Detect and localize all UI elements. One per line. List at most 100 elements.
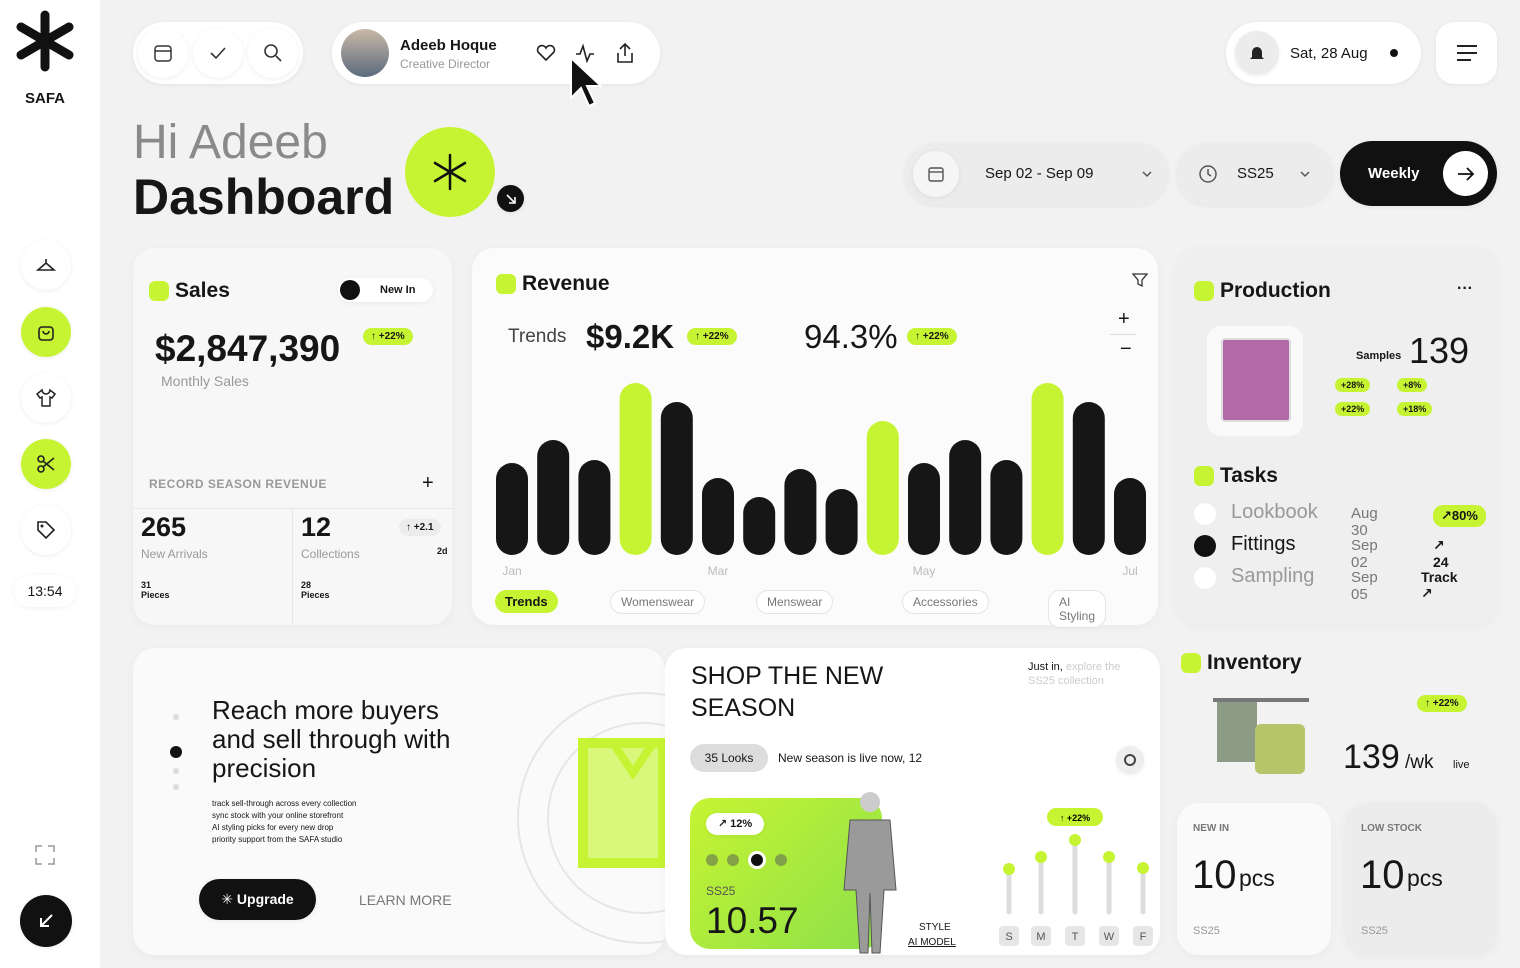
decoration xyxy=(496,274,516,294)
bullet: priority support from the SAFA studio xyxy=(212,835,343,844)
decoration xyxy=(505,193,516,204)
decoration xyxy=(578,738,665,868)
task-status: ↗ 24 xyxy=(1433,537,1449,570)
decoration xyxy=(1207,169,1212,177)
decoration xyxy=(517,692,665,944)
decoration xyxy=(928,167,944,182)
calendar-button[interactable] xyxy=(138,28,188,78)
decoration xyxy=(275,55,282,62)
decoration xyxy=(35,388,57,407)
tab[interactable]: Accessories xyxy=(902,590,989,614)
task-check[interactable] xyxy=(1194,567,1216,589)
card-change: ↗ 12% xyxy=(706,813,764,835)
task-status: Track ↗ xyxy=(1421,569,1458,601)
zoom-out[interactable]: − xyxy=(1120,338,1132,360)
card-title: Sales xyxy=(149,279,230,303)
upgrade-button[interactable]: ✳ Upgrade xyxy=(199,879,316,920)
tab[interactable]: Menswear xyxy=(756,590,834,614)
page-title: Dashboard xyxy=(133,169,395,225)
decoration xyxy=(1457,166,1474,181)
decoration xyxy=(1250,47,1264,60)
settings-button[interactable] xyxy=(1116,746,1144,774)
decoration xyxy=(37,521,56,540)
stat-extra: 2d xyxy=(437,546,448,556)
nav-bag[interactable] xyxy=(21,307,71,357)
expand-icon[interactable] xyxy=(35,845,55,865)
decoration xyxy=(1255,724,1305,774)
tab[interactable]: AI Styling xyxy=(1048,590,1107,628)
decoration xyxy=(1124,754,1136,766)
tag: +28% xyxy=(1335,378,1371,392)
stat-sub: 31 Pieces xyxy=(141,580,170,600)
bell-button[interactable] xyxy=(1235,31,1279,75)
stat-label: Collections xyxy=(301,547,360,561)
zoom-in[interactable]: + xyxy=(1118,308,1130,330)
sales-card: Sales New In $2,847,390 ↑ +22% Monthly S… xyxy=(133,248,452,625)
decoration xyxy=(505,193,516,204)
swatch xyxy=(706,854,718,866)
add-button[interactable]: + xyxy=(422,472,434,494)
decoration xyxy=(38,326,54,341)
decoration xyxy=(16,10,74,72)
section-label: RECORD SEASON REVENUE xyxy=(149,477,327,491)
range-filter[interactable]: Sep 02 - Sep 09 xyxy=(905,143,1168,205)
tab[interactable]: Womenswear xyxy=(610,590,706,614)
search-button[interactable] xyxy=(248,28,298,78)
task-check[interactable] xyxy=(1194,503,1216,525)
more-button[interactable]: ··· xyxy=(1457,280,1473,297)
period-button[interactable]: Weekly xyxy=(1340,141,1497,206)
divider xyxy=(292,508,293,625)
decoration xyxy=(1221,338,1291,422)
nav-tag[interactable] xyxy=(21,505,71,555)
samples-label: Samples xyxy=(1356,350,1402,362)
avatar xyxy=(341,29,389,77)
menu-button[interactable] xyxy=(1436,22,1497,84)
decoration xyxy=(1250,47,1264,60)
tile-value: 10 xyxy=(1192,853,1237,897)
clock-icon xyxy=(1199,165,1217,183)
decoration xyxy=(264,44,278,58)
decoration xyxy=(37,465,45,473)
decoration xyxy=(928,167,944,182)
sidebar: SAFA 13:54 xyxy=(0,0,100,968)
swatch xyxy=(727,854,739,866)
nav-scissors[interactable] xyxy=(21,439,71,489)
task-name: Sampling xyxy=(1231,565,1315,587)
filter-button[interactable] xyxy=(1132,272,1148,288)
decoration xyxy=(843,819,897,954)
brand: SAFA xyxy=(24,90,65,107)
new-in-toggle[interactable]: New In xyxy=(338,278,433,302)
nav-shirt[interactable] xyxy=(21,373,71,423)
stock-tile: LOW STOCK 10 pcs SS25 xyxy=(1345,803,1497,955)
promo-card: Reach more buyers and sell through with … xyxy=(133,648,665,955)
collapse-button[interactable] xyxy=(20,895,72,947)
nav-hanger[interactable] xyxy=(21,240,71,290)
model-link[interactable]: AI MODEL xyxy=(908,937,956,948)
like-button[interactable] xyxy=(536,44,556,62)
date: Sat, 28 Aug xyxy=(1290,45,1368,62)
tile-unit: pcs xyxy=(1239,865,1275,891)
brand-badge xyxy=(405,127,495,217)
chevron xyxy=(1142,171,1152,178)
date-pill: Sat, 28 Aug xyxy=(1226,22,1421,84)
caption: Monthly Sales xyxy=(161,373,249,389)
season-filter[interactable]: SS25 xyxy=(1177,143,1333,205)
decoration xyxy=(576,43,594,63)
looks-chip[interactable]: 35 Looks xyxy=(690,744,768,772)
learn-more[interactable]: LEARN MORE xyxy=(359,892,452,908)
activity-button[interactable] xyxy=(575,43,595,63)
check-button[interactable] xyxy=(193,28,243,78)
tile-season: SS25 xyxy=(1361,925,1388,937)
task-check-done[interactable] xyxy=(1194,535,1216,557)
tag: +22% xyxy=(1335,402,1371,416)
clock: 13:54 xyxy=(14,575,76,607)
share-button[interactable] xyxy=(615,42,635,64)
samples-count: 139 xyxy=(1409,330,1470,371)
inventory-panel: Inventory ↑ +22% 139 /wk live xyxy=(1177,648,1497,788)
decoration xyxy=(1300,171,1310,178)
card-title: Production xyxy=(1194,279,1331,303)
decoration xyxy=(40,524,44,528)
bullet: AI styling picks for every new drop xyxy=(212,823,334,832)
button-label: Upgrade xyxy=(236,891,294,907)
tab[interactable]: Trends xyxy=(495,590,558,613)
